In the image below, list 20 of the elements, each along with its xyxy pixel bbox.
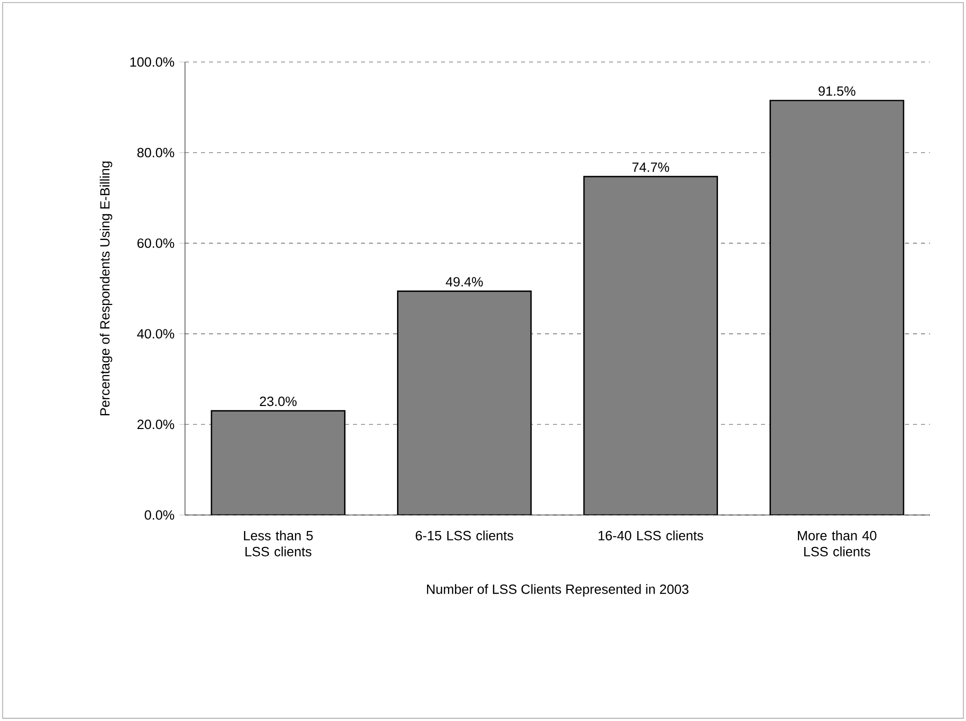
y-axis-title: Percentage of Respondents Using E-Billing bbox=[100, 162, 112, 416]
bar bbox=[583, 176, 718, 515]
x-tick-label: Less than 5 LSS clients bbox=[244, 530, 313, 556]
y-tick-label: 100.0% bbox=[130, 57, 174, 67]
x-axis-title: Number of LSS Clients Represented in 2003 bbox=[427, 584, 688, 597]
data-label: 91.5% bbox=[818, 86, 856, 96]
data-label: 23.0% bbox=[260, 396, 297, 406]
data-label: 74.7% bbox=[632, 162, 670, 172]
bar bbox=[770, 100, 904, 515]
bar bbox=[210, 410, 346, 515]
bar bbox=[397, 290, 532, 515]
data-label: 49.4% bbox=[446, 277, 483, 286]
y-tick-label: 40.0% bbox=[137, 329, 174, 339]
y-tick-label: 20.0% bbox=[137, 420, 174, 430]
x-tick-label: 6-15 LSS clients bbox=[416, 530, 514, 540]
y-tick-label: 0.0% bbox=[144, 510, 174, 520]
y-tick-label: 60.0% bbox=[137, 238, 174, 248]
y-tick-label: 80.0% bbox=[137, 148, 174, 158]
x-tick-label: More than 40 LSS clients bbox=[798, 530, 876, 556]
x-tick-label: 16-40 LSS clients bbox=[598, 530, 704, 540]
